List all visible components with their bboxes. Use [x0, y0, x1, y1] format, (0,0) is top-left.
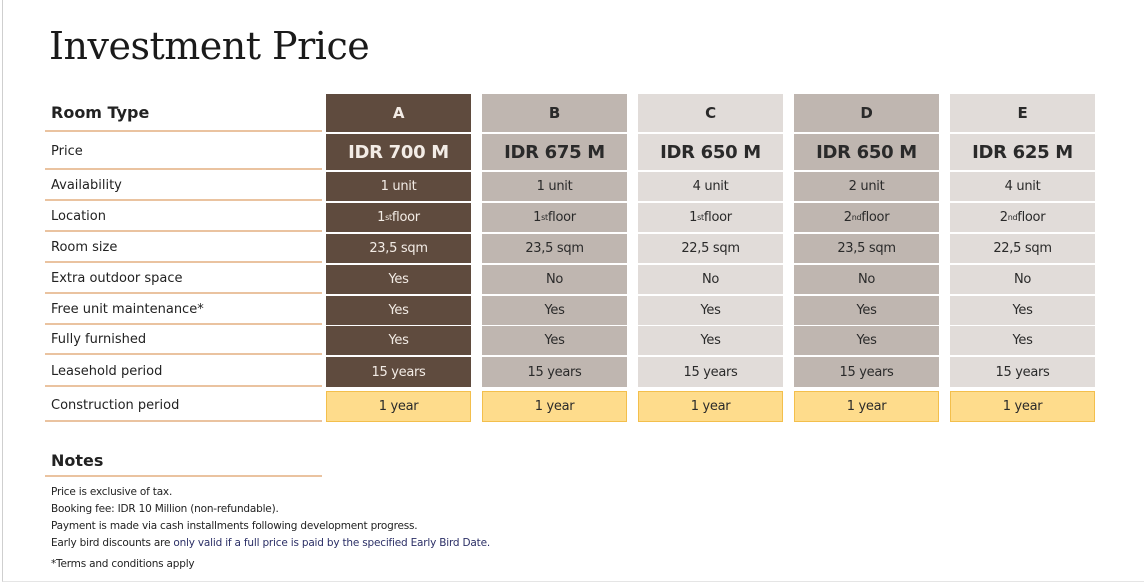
- table-cell: 2 unit: [794, 172, 939, 201]
- table-cell: 22,5 sqm: [950, 234, 1095, 263]
- table-cell: 1 year: [950, 391, 1095, 422]
- room-type-d: D: [794, 94, 939, 132]
- note-booking-fee: Booking fee: IDR 10 Million (non-refunda…: [51, 503, 279, 515]
- cell-text: 1: [377, 210, 386, 225]
- table-cell: No: [638, 265, 783, 294]
- table-row: Extra outdoor space Yes No No No No: [45, 265, 1095, 294]
- table-cell: Yes: [326, 265, 471, 294]
- row-label: Fully furnished: [45, 326, 322, 355]
- header-row: Room Type A B C D E: [45, 94, 1095, 132]
- row-label: Extra outdoor space: [45, 265, 322, 294]
- table-cell: Yes: [482, 326, 627, 355]
- note-payment: Payment is made via cash installments fo…: [51, 520, 418, 532]
- cell-text: floor: [703, 210, 732, 225]
- table-row: Construction period 1 year 1 year 1 year 1 y…: [45, 391, 1095, 422]
- table-cell: 15 years: [794, 357, 939, 387]
- table-cell: 1 unit: [326, 172, 471, 201]
- cell-text: floor: [391, 210, 420, 225]
- table-cell: Yes: [794, 326, 939, 355]
- note-early-bird-b: only valid if a full price is paid by th…: [173, 537, 490, 549]
- table-cell: 15 years: [638, 357, 783, 387]
- table-cell: 23,5 sqm: [794, 234, 939, 263]
- table-cell: 1 year: [326, 391, 471, 422]
- table-cell: Yes: [326, 326, 471, 355]
- cell-text: 2: [843, 210, 852, 225]
- row-label: Room size: [45, 234, 322, 263]
- note-terms: *Terms and conditions apply: [51, 558, 195, 570]
- row-label: Construction period: [45, 391, 322, 422]
- row-label: Availability: [45, 172, 322, 201]
- room-type-c: C: [638, 94, 783, 132]
- table-cell: 4 unit: [638, 172, 783, 201]
- cell-text: 1: [689, 210, 698, 225]
- row-label: Room Type: [45, 94, 322, 132]
- table-cell: Yes: [482, 296, 627, 325]
- table-cell: IDR 700 M: [326, 134, 471, 170]
- table-cell: No: [482, 265, 627, 294]
- cell-text: floor: [861, 210, 890, 225]
- row-label: Location: [45, 203, 322, 232]
- table-cell: 15 years: [482, 357, 627, 387]
- table-cell: IDR 650 M: [638, 134, 783, 170]
- table-cell: IDR 675 M: [482, 134, 627, 170]
- table-cell: No: [950, 265, 1095, 294]
- table-row: Leasehold period 15 years 15 years 15 years…: [45, 357, 1095, 387]
- table-cell: 1 year: [638, 391, 783, 422]
- cell-text: 2: [999, 210, 1008, 225]
- row-label: Leasehold period: [45, 357, 322, 387]
- table-cell: IDR 625 M: [950, 134, 1095, 170]
- row-label: Free unit maintenance*: [45, 296, 322, 325]
- note-early-bird: Early bird discounts are only valid if a…: [51, 537, 490, 549]
- table-cell: IDR 650 M: [794, 134, 939, 170]
- table-row: Free unit maintenance* Yes Yes Yes Yes Yes: [45, 296, 1095, 325]
- note-early-bird-a: Early bird discounts are: [51, 537, 174, 549]
- table-row: Fully furnished Yes Yes Yes Yes Yes: [45, 326, 1095, 355]
- table-cell: Yes: [794, 296, 939, 325]
- table-cell: 15 years: [950, 357, 1095, 387]
- cell-text: 1: [533, 210, 542, 225]
- table-cell: 15 years: [326, 357, 471, 387]
- table-cell: 1 year: [482, 391, 627, 422]
- table-cell: 23,5 sqm: [326, 234, 471, 263]
- table-cell: Yes: [950, 326, 1095, 355]
- table-row: Room size 23,5 sqm 23,5 sqm 22,5 sqm 23,5 sq…: [45, 234, 1095, 263]
- page-title: Investment Price: [49, 24, 370, 68]
- notes-divider: [45, 475, 322, 477]
- notes-heading: Notes: [51, 451, 104, 470]
- table-cell: 1 unit: [482, 172, 627, 201]
- table-row: Price IDR 700 M IDR 675 M IDR 650 M IDR 650 …: [45, 134, 1095, 170]
- table-cell: 4 unit: [950, 172, 1095, 201]
- note-tax: Price is exclusive of tax.: [51, 486, 173, 498]
- table-cell: 22,5 sqm: [638, 234, 783, 263]
- table-cell: Yes: [638, 296, 783, 325]
- table-cell: 23,5 sqm: [482, 234, 627, 263]
- table-row: Availability 1 unit 1 unit 4 unit 2 unit 4 un…: [45, 172, 1095, 201]
- table-cell: No: [794, 265, 939, 294]
- room-type-b: B: [482, 94, 627, 132]
- cell-text: floor: [547, 210, 576, 225]
- room-type-a: A: [326, 94, 471, 132]
- table-cell: Yes: [950, 296, 1095, 325]
- cell-text: floor: [1017, 210, 1046, 225]
- room-type-e: E: [950, 94, 1095, 132]
- table-cell: Yes: [326, 296, 471, 325]
- table-cell: 1 year: [794, 391, 939, 422]
- row-label: Price: [45, 134, 322, 170]
- table-cell: Yes: [638, 326, 783, 355]
